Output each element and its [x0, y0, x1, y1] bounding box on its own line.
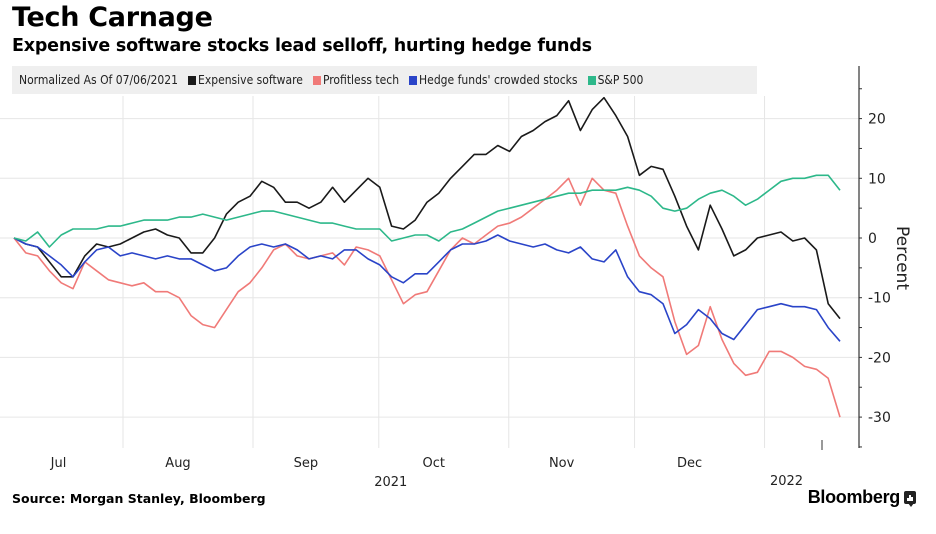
legend: Normalized As Of 07/06/2021 Expensive so… — [12, 66, 757, 94]
x-tick-label: Jul — [50, 456, 67, 471]
bloomberg-logo: Bloomberg — [807, 487, 901, 507]
legend-label: Hedge funds' crowded stocks — [419, 73, 578, 87]
series-lines — [13, 96, 841, 418]
y-tick-label: 10 — [868, 171, 886, 187]
x-tick-label: Aug — [165, 456, 190, 471]
legend-note: Normalized As Of 07/06/2021 — [19, 73, 178, 87]
x-year-label: 2022 — [770, 474, 803, 489]
x-axis-labels: Jul Aug Sep Oct Nov Dec 2021 2022 — [50, 440, 823, 490]
y-tick-label: 0 — [868, 231, 877, 247]
y-axis-label: Percent — [892, 226, 912, 290]
legend-label: S&P 500 — [597, 73, 644, 87]
y-axis: 20 10 0 -10 -20 -30 — [858, 66, 891, 448]
legend-item-expensive-software: Expensive software — [188, 73, 303, 87]
y-tick-label: 20 — [868, 112, 886, 128]
y-tick-label: -10 — [868, 291, 891, 307]
legend-label: Expensive software — [198, 73, 303, 87]
x-tick-label: Oct — [423, 456, 445, 471]
source-note: Source: Morgan Stanley, Bloomberg — [12, 491, 266, 506]
gridlines — [0, 96, 859, 448]
legend-swatch-hedge-funds — [409, 75, 418, 85]
legend-item-sp500: S&P 500 — [587, 73, 644, 87]
legend-item-profitless-tech: Profitless tech — [312, 73, 400, 87]
legend-swatch-expensive-software — [188, 75, 196, 85]
legend-label: Profitless tech — [322, 73, 400, 87]
series-line-profitless-tech — [13, 177, 841, 418]
chart-subtitle: Expensive software stocks lead selloff, … — [12, 36, 592, 56]
bloomberg-chart-icon — [904, 491, 916, 507]
series-line-expensive-software — [13, 96, 841, 320]
x-tick-label: Sep — [294, 456, 319, 471]
legend-swatch-profitless-tech — [312, 75, 321, 85]
chart-title: Tech Carnage — [12, 2, 213, 33]
x-tick-label: Dec — [677, 456, 702, 471]
y-tick-label: -30 — [868, 410, 891, 426]
series-line-hedge-funds-crowded-stocks — [13, 234, 841, 342]
x-tick-label: Nov — [549, 456, 575, 471]
y-tick-label: -20 — [868, 350, 891, 366]
x-year-label: 2021 — [374, 475, 407, 490]
legend-swatch-sp500 — [587, 75, 596, 85]
series-line-s-p-500 — [13, 174, 841, 248]
legend-item-hedge-funds: Hedge funds' crowded stocks — [409, 73, 578, 87]
